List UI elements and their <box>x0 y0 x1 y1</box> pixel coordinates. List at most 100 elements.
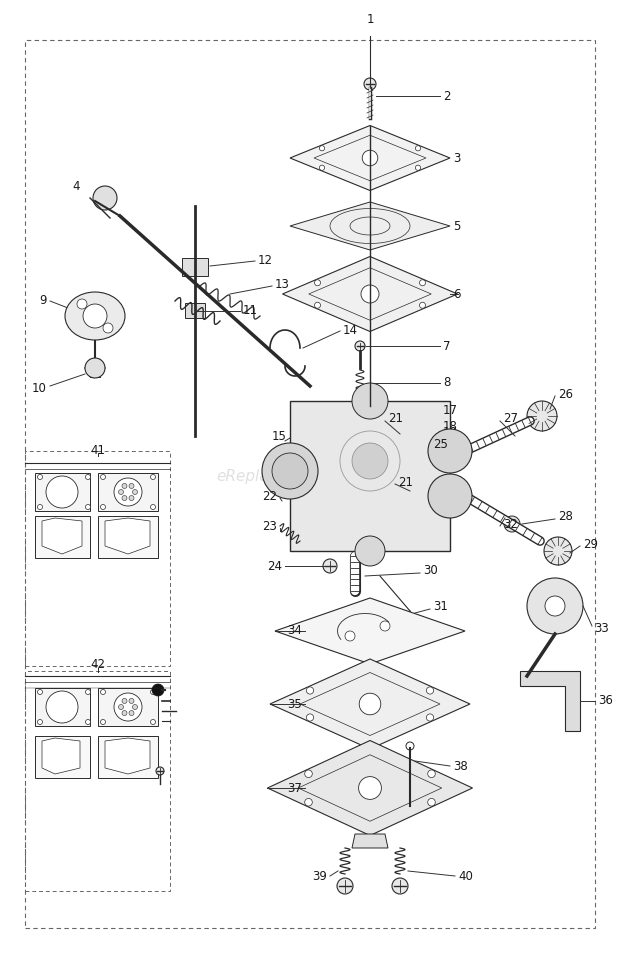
Circle shape <box>93 186 117 210</box>
Bar <box>25 451 170 666</box>
Circle shape <box>428 799 435 806</box>
Circle shape <box>306 714 314 721</box>
Text: 18: 18 <box>443 419 458 433</box>
Circle shape <box>406 742 414 750</box>
Circle shape <box>337 878 353 894</box>
Circle shape <box>358 777 381 800</box>
Text: 40: 40 <box>458 870 473 884</box>
Polygon shape <box>352 834 388 848</box>
Polygon shape <box>283 257 458 331</box>
Circle shape <box>564 614 572 623</box>
Circle shape <box>77 299 87 309</box>
Circle shape <box>504 516 520 532</box>
Circle shape <box>538 589 546 597</box>
Text: 21: 21 <box>398 476 413 490</box>
Bar <box>35 516 90 558</box>
Text: 19: 19 <box>443 427 458 440</box>
Circle shape <box>380 621 390 631</box>
Text: 13: 13 <box>275 278 290 292</box>
Text: 41: 41 <box>91 443 105 457</box>
Bar <box>98 736 158 778</box>
Text: 22: 22 <box>262 490 277 502</box>
Bar <box>98 688 158 726</box>
Circle shape <box>420 280 425 286</box>
Circle shape <box>361 285 379 303</box>
Circle shape <box>345 631 355 641</box>
Circle shape <box>151 474 156 479</box>
Circle shape <box>306 687 314 695</box>
Circle shape <box>564 589 572 597</box>
Text: 32: 32 <box>503 518 518 530</box>
Text: 42: 42 <box>91 659 105 671</box>
Text: 8: 8 <box>443 377 450 389</box>
Circle shape <box>100 690 105 695</box>
Circle shape <box>156 767 164 775</box>
Polygon shape <box>270 659 470 749</box>
Circle shape <box>323 559 337 573</box>
Text: 6: 6 <box>453 288 461 300</box>
Polygon shape <box>290 126 450 190</box>
Text: 15: 15 <box>272 430 287 442</box>
Circle shape <box>314 302 321 308</box>
Text: 4: 4 <box>73 180 80 192</box>
Circle shape <box>151 720 156 724</box>
Circle shape <box>86 720 91 724</box>
Polygon shape <box>290 401 450 551</box>
Text: 36: 36 <box>598 695 613 707</box>
Text: 1: 1 <box>366 13 374 26</box>
Circle shape <box>37 504 43 509</box>
Text: 10: 10 <box>32 382 47 394</box>
Circle shape <box>304 770 312 778</box>
Circle shape <box>129 483 134 489</box>
Circle shape <box>37 720 43 724</box>
Circle shape <box>152 684 164 696</box>
Circle shape <box>415 146 420 151</box>
Circle shape <box>46 691 78 723</box>
Bar <box>98 516 158 558</box>
Circle shape <box>103 323 113 333</box>
Text: 28: 28 <box>558 510 573 524</box>
Circle shape <box>85 358 105 378</box>
Circle shape <box>545 596 565 616</box>
Circle shape <box>392 878 408 894</box>
Circle shape <box>538 614 546 623</box>
Circle shape <box>129 698 134 703</box>
Circle shape <box>86 504 91 509</box>
Circle shape <box>122 496 127 500</box>
Bar <box>35 688 90 726</box>
Text: 20: 20 <box>451 438 466 450</box>
Polygon shape <box>520 671 580 731</box>
Text: 30: 30 <box>423 564 438 578</box>
Circle shape <box>151 504 156 509</box>
Circle shape <box>427 714 433 721</box>
Circle shape <box>100 720 105 724</box>
Circle shape <box>133 704 138 709</box>
Polygon shape <box>275 598 465 664</box>
Circle shape <box>114 693 142 721</box>
Text: 11: 11 <box>243 304 258 318</box>
Circle shape <box>129 711 134 716</box>
Text: 23: 23 <box>262 520 277 532</box>
Bar <box>35 736 90 778</box>
Text: 34: 34 <box>287 624 302 638</box>
Circle shape <box>129 496 134 500</box>
Text: 26: 26 <box>558 387 573 401</box>
Text: 7: 7 <box>443 339 451 353</box>
Text: 27: 27 <box>503 412 518 425</box>
Polygon shape <box>267 741 472 836</box>
Text: 39: 39 <box>312 870 327 884</box>
Circle shape <box>86 690 91 695</box>
Circle shape <box>100 504 105 509</box>
Text: 9: 9 <box>40 294 47 306</box>
Text: 29: 29 <box>583 537 598 551</box>
Text: 37: 37 <box>287 781 302 794</box>
Circle shape <box>428 474 472 518</box>
Circle shape <box>420 302 425 308</box>
Text: 35: 35 <box>287 697 302 711</box>
Circle shape <box>86 474 91 479</box>
Circle shape <box>262 443 318 499</box>
Text: 16: 16 <box>282 460 297 472</box>
Polygon shape <box>42 518 82 554</box>
Circle shape <box>527 401 557 431</box>
Circle shape <box>319 146 325 151</box>
